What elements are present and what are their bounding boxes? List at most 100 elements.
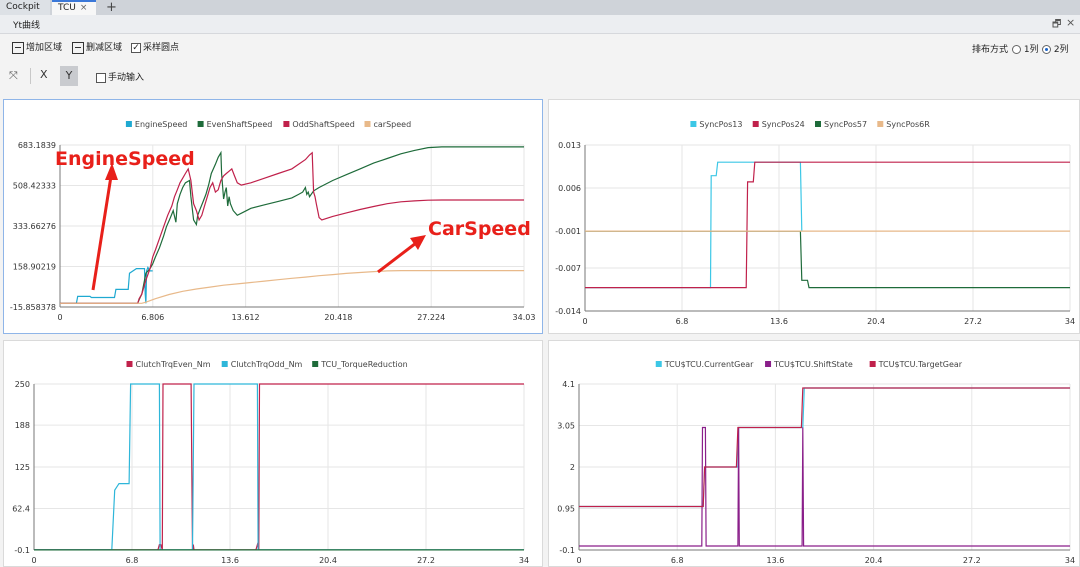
restore-icon[interactable]: 🗗 bbox=[1052, 19, 1062, 30]
y-tick-label: -0.001 bbox=[555, 227, 581, 236]
close-icon[interactable]: × bbox=[1066, 16, 1076, 29]
x-tick-label: 20.4 bbox=[865, 556, 883, 565]
x-tick-label: 27.2 bbox=[964, 317, 982, 326]
legend-swatch bbox=[690, 121, 697, 127]
series-line-evenshaftspeed bbox=[60, 146, 524, 304]
chart-panel-2[interactable]: SyncPos13 SyncPos24 SyncPos57 SyncPos6R 0 6.8… bbox=[548, 99, 1080, 334]
legend-swatch bbox=[869, 361, 876, 367]
layout-1col-label: 1列 bbox=[1023, 45, 1039, 55]
fit-icon[interactable]: ⤧ bbox=[9, 69, 18, 82]
x-tick-label: 6.806 bbox=[141, 313, 164, 322]
chart-panel-1[interactable]: EngineSpeed EvenShaftSpeed OddShaftSpeed ca… bbox=[3, 99, 543, 334]
x-tick-label: 0 bbox=[57, 313, 62, 322]
legend-swatch bbox=[283, 121, 290, 127]
manual-input-checkbox[interactable]: 手动输入 bbox=[96, 70, 144, 83]
add-region-button[interactable]: 增加区域 bbox=[12, 41, 62, 55]
legend-label: OddShaftSpeed bbox=[292, 120, 354, 129]
chart-svg-4: TCU$TCU.CurrentGear TCU$TCU.ShiftState TCU… bbox=[557, 360, 1075, 565]
tab-cockpit[interactable]: Cockpit bbox=[0, 0, 50, 15]
x-tick-label: 0 bbox=[576, 556, 581, 565]
series-line-clutchtrqoddnm bbox=[34, 383, 524, 551]
x-tick-label: 0 bbox=[31, 556, 36, 565]
sample-point-label: 采样圆点 bbox=[143, 43, 180, 53]
series-line-syncpos57 bbox=[585, 230, 1070, 289]
legend-swatch bbox=[752, 121, 759, 127]
series-line-carspeed bbox=[60, 270, 524, 304]
y-tick-label: 125 bbox=[15, 463, 30, 472]
add-region-label: 增加区域 bbox=[26, 43, 63, 53]
annotation-engine-speed: EngineSpeed bbox=[55, 148, 195, 170]
legend-label: TCU$TCU.ShiftState bbox=[773, 360, 853, 369]
y-tick-label: 0.95 bbox=[557, 505, 575, 514]
legend-label: TCU$TCU.CurrentGear bbox=[664, 360, 754, 369]
y-tick-label: 333.66276 bbox=[13, 222, 56, 231]
tab-tcu[interactable]: TCU × bbox=[52, 0, 96, 15]
y-tick-label: 0.006 bbox=[558, 184, 581, 193]
legend-swatch bbox=[877, 121, 884, 127]
x-tick-label: 34 bbox=[1065, 556, 1075, 565]
y-tick-label: 3.05 bbox=[557, 422, 575, 431]
legend-label: SyncPos57 bbox=[824, 120, 867, 129]
y-tick-label: 508.42333 bbox=[13, 182, 56, 191]
legend-label: EvenShaftSpeed bbox=[207, 120, 273, 129]
y-tick-label: 62.4 bbox=[12, 505, 30, 514]
y-tick-label: 683.1839 bbox=[18, 141, 56, 150]
x-tick-label: 20.4 bbox=[319, 556, 337, 565]
series-line-enginespeed bbox=[60, 266, 153, 304]
toolbar-axis: ⤧ X Y 手动输入 bbox=[0, 64, 1080, 88]
y-tick-label: 2 bbox=[570, 463, 575, 472]
series-line-tcutcucurrentgear bbox=[579, 387, 1070, 508]
legend-label: carSpeed bbox=[374, 120, 412, 129]
panel-titlebar: Yt曲线 🗗 × bbox=[0, 15, 1080, 34]
chart-svg-2: SyncPos13 SyncPos24 SyncPos57 SyncPos6R 0 6.8… bbox=[555, 120, 1075, 326]
chart-svg-1: EngineSpeed EvenShaftSpeed OddShaftSpeed ca… bbox=[10, 120, 536, 322]
x-tick-label: 6.8 bbox=[126, 556, 139, 565]
y-tick-label: -15.858378 bbox=[10, 303, 56, 312]
y-tick-label: -0.007 bbox=[555, 264, 581, 273]
chart-panel-3[interactable]: ClutchTrqEven_Nm ClutchTrqOdd_Nm TCU_Torqu… bbox=[3, 340, 543, 567]
layout-1col-radio[interactable]: 1列 bbox=[1012, 42, 1039, 55]
legend-swatch bbox=[815, 121, 821, 127]
y-axis-button[interactable]: Y bbox=[60, 66, 78, 86]
checkbox-icon bbox=[96, 72, 106, 83]
x-tick-label: 13.6 bbox=[766, 556, 784, 565]
tab-bar: Cockpit TCU × + bbox=[0, 0, 1080, 15]
series-line-oddshaftspeed bbox=[60, 151, 524, 304]
add-tab-button[interactable]: + bbox=[106, 0, 117, 15]
legend-swatch bbox=[364, 121, 371, 127]
x-tick-label: 13.6 bbox=[770, 317, 788, 326]
legend-label: TCU$TCU.TargetGear bbox=[878, 360, 963, 369]
x-tick-label: 20.418 bbox=[324, 313, 352, 322]
legend-label: ClutchTrqOdd_Nm bbox=[231, 360, 303, 369]
annotation-car-speed: CarSpeed bbox=[428, 218, 531, 240]
chart-panel-4[interactable]: TCU$TCU.CurrentGear TCU$TCU.ShiftState TCU… bbox=[548, 340, 1080, 567]
radio-icon bbox=[1012, 45, 1021, 54]
tab-cockpit-label: Cockpit bbox=[6, 2, 40, 12]
y-tick-label: -0.1 bbox=[14, 546, 30, 555]
delete-region-label: 删减区域 bbox=[86, 43, 123, 53]
series-line-syncpos24 bbox=[585, 161, 1070, 289]
legend-swatch bbox=[197, 121, 204, 127]
tab-close-icon[interactable]: × bbox=[79, 3, 88, 13]
delete-region-button[interactable]: 删减区域 bbox=[72, 41, 122, 55]
checkmark-icon: ✓ bbox=[131, 42, 141, 53]
toolbar-separator bbox=[30, 68, 31, 84]
x-axis-button[interactable]: X bbox=[40, 68, 48, 81]
x-tick-label: 6.8 bbox=[671, 556, 684, 565]
y-tick-label: 158.90219 bbox=[13, 263, 56, 272]
y-tick-label: 0.013 bbox=[558, 141, 581, 150]
legend-label: ClutchTrqEven_Nm bbox=[136, 360, 211, 369]
x-tick-label: 27.2 bbox=[417, 556, 435, 565]
legend-label: SyncPos6R bbox=[886, 120, 930, 129]
y-tick-label: -0.1 bbox=[559, 546, 575, 555]
series-line-tcutcushiftstate bbox=[579, 426, 1070, 547]
x-tick-label: 34 bbox=[519, 556, 529, 565]
y-tick-label: 250 bbox=[15, 380, 30, 389]
sample-point-checkbox[interactable]: ✓ 采样圆点 bbox=[131, 41, 179, 55]
legend-swatch bbox=[655, 361, 662, 367]
layout-2col-radio[interactable]: 2列 bbox=[1042, 42, 1069, 55]
x-tick-label: 27.2 bbox=[963, 556, 981, 565]
x-tick-label: 0 bbox=[582, 317, 587, 326]
x-tick-label: 27.224 bbox=[417, 313, 445, 322]
manual-input-label: 手动输入 bbox=[108, 73, 145, 83]
